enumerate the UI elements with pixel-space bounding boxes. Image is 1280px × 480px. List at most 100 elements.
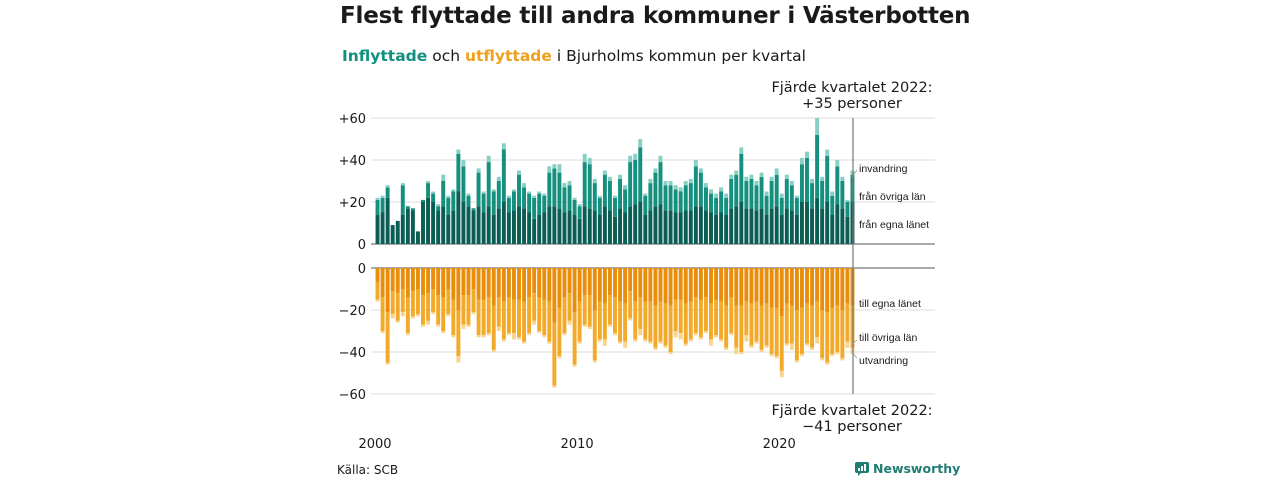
out-own-bar xyxy=(754,268,759,302)
in-immig-bar xyxy=(648,178,653,184)
in-other-bar xyxy=(476,172,481,207)
in-immig-bar xyxy=(774,168,779,175)
in-other-bar xyxy=(830,195,835,215)
in-other-bar xyxy=(749,178,754,209)
out-other-bar xyxy=(663,303,668,346)
out-emig-bar xyxy=(597,339,602,342)
out-emig-bar xyxy=(426,320,431,325)
out-other-bar xyxy=(501,301,506,340)
out-emig-bar xyxy=(446,314,451,317)
out-own-bar xyxy=(481,268,486,300)
out-other-bar xyxy=(688,301,693,340)
in-own-bar xyxy=(466,206,471,244)
annotation-top-line2: +35 personer xyxy=(802,96,902,112)
out-own-bar xyxy=(719,268,724,302)
out-own-bar xyxy=(557,268,562,308)
in-own-bar xyxy=(759,208,764,244)
in-other-bar xyxy=(436,206,441,211)
out-emig-bar xyxy=(572,364,577,367)
out-own-bar xyxy=(496,268,501,298)
out-emig-bar xyxy=(486,333,491,336)
out-other-bar xyxy=(451,299,456,336)
out-own-bar xyxy=(779,268,784,317)
in-own-bar xyxy=(547,206,552,244)
in-immig-bar xyxy=(537,191,542,194)
in-other-bar xyxy=(779,197,784,215)
in-other-bar xyxy=(805,157,809,202)
out-own-bar xyxy=(527,268,532,298)
in-own-bar xyxy=(597,214,602,244)
out-other-bar xyxy=(522,301,527,342)
out-other-bar xyxy=(400,289,405,313)
in-other-bar xyxy=(602,174,607,207)
out-other-bar xyxy=(653,305,658,348)
in-own-bar xyxy=(491,214,496,244)
out-emig-bar xyxy=(764,345,769,348)
in-own-bar xyxy=(436,210,441,244)
in-other-bar xyxy=(405,206,410,209)
in-immig-bar xyxy=(744,176,749,181)
in-immig-bar xyxy=(825,149,830,156)
in-own-bar xyxy=(471,210,476,244)
in-other-bar xyxy=(466,195,471,207)
out-emig-bar xyxy=(623,341,628,348)
out-emig-bar xyxy=(501,339,506,342)
in-other-bar xyxy=(845,202,850,217)
out-other-bar xyxy=(703,297,708,331)
in-own-bar xyxy=(572,214,577,244)
in-immig-bar xyxy=(451,189,456,192)
out-emig-bar xyxy=(719,339,724,342)
label-fran-egna-lanet: från egna länet xyxy=(859,219,929,231)
in-own-bar xyxy=(658,204,663,244)
out-other-bar xyxy=(602,303,607,340)
out-emig-bar xyxy=(840,358,845,361)
out-emig-bar xyxy=(602,339,607,346)
out-other-bar xyxy=(405,297,410,334)
in-other-bar xyxy=(572,199,577,215)
out-other-bar xyxy=(678,299,683,334)
x-axis-year-label: 2000 xyxy=(358,437,391,452)
in-immig-bar xyxy=(426,181,431,184)
in-other-bar xyxy=(668,185,673,211)
out-emig-bar xyxy=(476,335,481,338)
out-own-bar xyxy=(678,268,683,300)
in-immig-bar xyxy=(552,164,557,169)
in-immig-bar xyxy=(547,166,552,173)
in-other-bar xyxy=(446,197,451,215)
top-y-tick-label: +20 xyxy=(339,196,366,211)
in-immig-bar xyxy=(658,155,663,163)
in-other-bar xyxy=(527,193,532,213)
bottom-y-tick-label: −60 xyxy=(339,388,366,403)
out-other-bar xyxy=(789,305,794,344)
out-other-bar xyxy=(810,305,815,348)
bottom-y-tick-label: −40 xyxy=(339,346,366,361)
out-own-bar xyxy=(395,268,400,294)
out-emig-bar xyxy=(496,326,501,331)
in-other-bar xyxy=(582,162,587,207)
in-immig-bar xyxy=(613,195,617,198)
in-own-bar xyxy=(688,210,693,244)
out-emig-bar xyxy=(481,335,486,338)
in-immig-bar xyxy=(805,151,809,158)
in-own-bar xyxy=(582,206,587,244)
out-own-bar xyxy=(522,268,527,302)
in-immig-bar xyxy=(542,193,547,196)
out-other-bar xyxy=(532,293,537,321)
in-other-bar xyxy=(714,197,719,215)
in-own-bar xyxy=(668,210,673,244)
in-immig-bar xyxy=(385,185,390,188)
out-own-bar xyxy=(764,268,769,304)
out-own-bar xyxy=(537,268,542,298)
in-immig-bar xyxy=(789,181,794,186)
out-other-bar xyxy=(825,312,830,363)
in-own-bar xyxy=(456,191,461,244)
out-emig-bar xyxy=(830,354,835,357)
subtitle-och: och xyxy=(427,47,465,65)
out-emig-bar xyxy=(784,343,789,346)
in-immig-bar xyxy=(506,195,511,198)
out-other-bar xyxy=(698,299,703,338)
out-other-bar xyxy=(744,301,749,336)
brand-logo: Newsworthy xyxy=(855,461,960,476)
in-other-bar xyxy=(613,197,617,217)
